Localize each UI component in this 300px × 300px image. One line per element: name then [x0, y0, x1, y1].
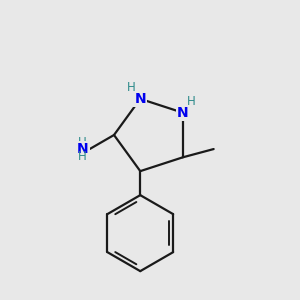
Text: H: H	[188, 95, 196, 108]
Text: H: H	[77, 151, 86, 164]
Text: N: N	[134, 92, 146, 106]
Text: N: N	[177, 106, 189, 120]
Text: N: N	[77, 142, 88, 156]
Text: H: H	[127, 81, 136, 94]
Text: H: H	[77, 136, 86, 148]
